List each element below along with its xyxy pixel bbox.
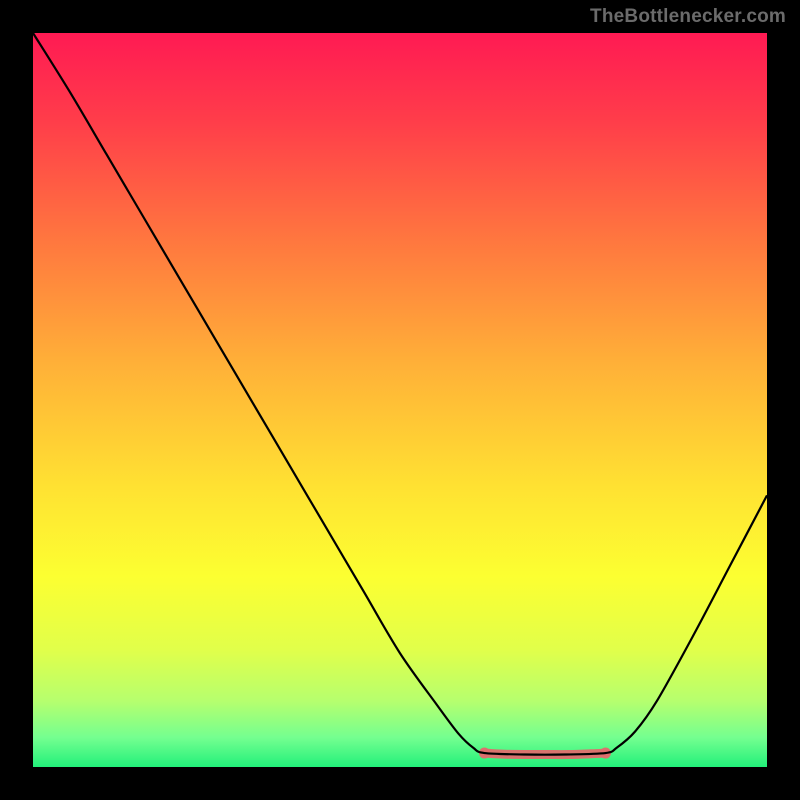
chart-svg [33, 33, 767, 767]
bottleneck-curve [33, 33, 767, 755]
plot-area [33, 33, 767, 767]
watermark: TheBottlenecker.com [590, 6, 786, 28]
